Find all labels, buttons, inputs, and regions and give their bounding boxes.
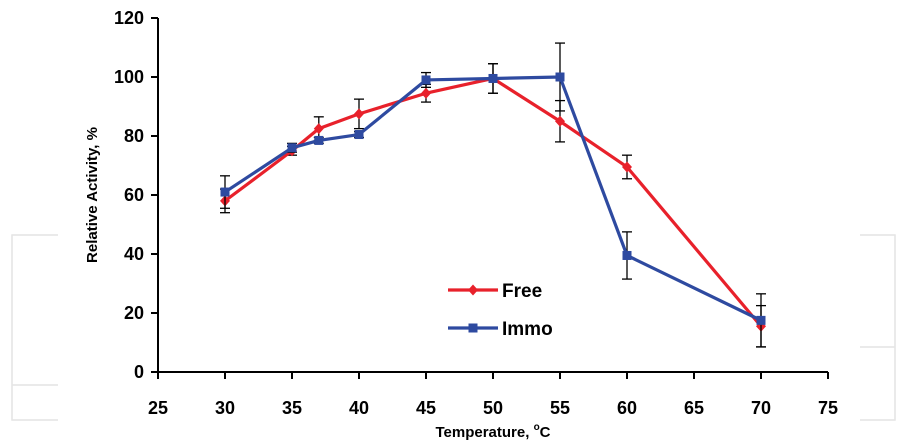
point-immo [488, 73, 498, 83]
y-tick-label: 20 [124, 303, 144, 323]
series-free [220, 63, 766, 348]
point-immo [354, 130, 364, 140]
x-tick-label: 60 [617, 398, 637, 418]
legend-item-free: Free [448, 281, 542, 302]
point-free [622, 161, 632, 173]
point-immo [622, 250, 632, 260]
legend-marker-free [468, 284, 478, 296]
y-tick-label: 40 [124, 244, 144, 264]
y-axis-title: Relative Activity, % [84, 127, 101, 263]
x-tick-label: 70 [751, 398, 771, 418]
series-layer [220, 42, 766, 348]
axes [151, 17, 829, 379]
line-immo [224, 75, 762, 322]
background-decoration [11, 234, 896, 421]
legend-item-immo: Immo [448, 319, 553, 340]
point-free [354, 108, 364, 120]
point-immo [421, 75, 431, 85]
y-tick-labels: 0 20 40 60 80 100 120 [114, 8, 144, 382]
x-tick-label: 25 [148, 398, 168, 418]
point-immo [220, 187, 230, 197]
point-free [555, 115, 565, 127]
series-immo [220, 42, 766, 348]
y-tick-label: 120 [114, 8, 144, 28]
x-tick-label: 65 [684, 398, 704, 418]
legend-marker-immo [468, 323, 478, 333]
y-tick-label: 80 [124, 126, 144, 146]
x-axis-title-text: Temperature, [435, 424, 533, 441]
x-tick-labels: 25 30 35 40 45 50 55 60 65 70 75 [148, 398, 838, 418]
y-tick-label: 100 [114, 67, 144, 87]
x-tick-label: 35 [282, 398, 302, 418]
legend-label-free: Free [502, 281, 542, 302]
x-tick-label: 40 [349, 398, 369, 418]
legend: Free Immo [448, 281, 553, 340]
x-tick-label: 75 [818, 398, 838, 418]
x-tick-label: 45 [416, 398, 436, 418]
point-free [313, 123, 324, 135]
legend-label-immo: Immo [502, 319, 553, 340]
point-immo [555, 72, 565, 82]
x-tick-label: 30 [215, 398, 235, 418]
y-tick-label: 60 [124, 185, 144, 205]
x-axis-title: Temperature, oC [435, 422, 550, 441]
y-tick-label: 0 [134, 362, 144, 382]
point-immo [287, 143, 297, 153]
point-immo [756, 315, 766, 325]
x-axis-title-degree: o [534, 422, 540, 433]
point-free [421, 87, 431, 99]
point-immo [314, 135, 324, 145]
x-tick-label: 55 [550, 398, 570, 418]
x-axis-title-unit: C [540, 424, 551, 441]
x-tick-label: 50 [483, 398, 503, 418]
